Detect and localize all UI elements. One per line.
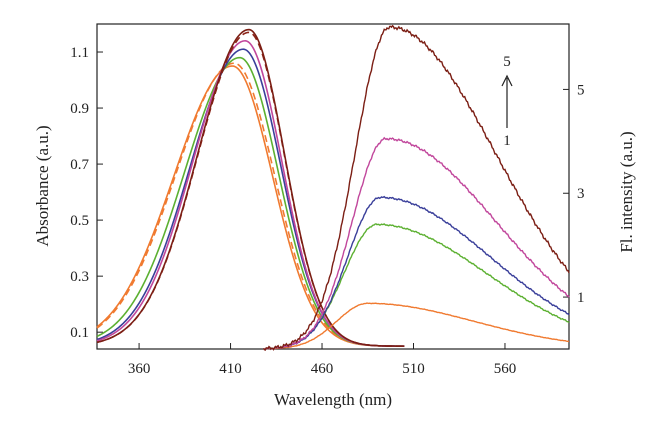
trend-label-top: 5 xyxy=(503,54,511,70)
absorbance-line-7 xyxy=(96,28,405,347)
fluorescence-line-5 xyxy=(262,24,570,351)
right-tick-label: 1 xyxy=(577,290,585,306)
left-tick-label: 0.3 xyxy=(70,269,89,285)
fluorescence-line-2 xyxy=(263,223,570,350)
right-axis-ticks: 1 3 5 xyxy=(563,82,585,306)
left-axis-ticks: 0.1 0.3 0.5 0.7 0.9 1.1 xyxy=(70,45,103,341)
x-tick-label: 410 xyxy=(219,361,242,377)
fluorescence-line-3 xyxy=(263,195,570,351)
fluorescence-curves xyxy=(262,24,570,351)
left-tick-label: 1.1 xyxy=(70,45,89,61)
left-tick-label: 0.5 xyxy=(70,213,89,229)
absorbance-line-2 xyxy=(96,62,405,347)
x-axis-ticks: 360 410 460 510 560 xyxy=(128,343,516,377)
fluorescence-line-1 xyxy=(263,302,570,350)
left-tick-label: 0.9 xyxy=(70,101,89,117)
right-tick-label: 3 xyxy=(577,186,585,202)
left-tick-label: 0.7 xyxy=(70,157,89,173)
trend-annotation: 5 1 xyxy=(501,54,513,149)
left-axis-title: Absorbance (a.u.) xyxy=(33,125,52,246)
absorbance-curves xyxy=(96,28,405,347)
left-tick-label: 0.1 xyxy=(70,325,89,341)
absorbance-line-3 xyxy=(96,56,405,347)
x-tick-label: 460 xyxy=(311,361,334,377)
x-tick-label: 560 xyxy=(494,361,517,377)
x-tick-label: 360 xyxy=(128,361,151,377)
trend-arrowhead xyxy=(501,74,513,87)
right-tick-label: 5 xyxy=(577,82,585,98)
absorbance-line-6 xyxy=(96,31,405,347)
x-axis-title: Wavelength (nm) xyxy=(274,390,392,409)
plot-frame xyxy=(96,23,570,350)
right-axis-title: Fl. intensity (a.u.) xyxy=(617,131,636,252)
fluorescence-line-4 xyxy=(262,136,570,351)
trend-label-bottom: 1 xyxy=(503,133,511,149)
x-tick-label: 510 xyxy=(402,361,425,377)
absorbance-line-1 xyxy=(96,65,405,347)
